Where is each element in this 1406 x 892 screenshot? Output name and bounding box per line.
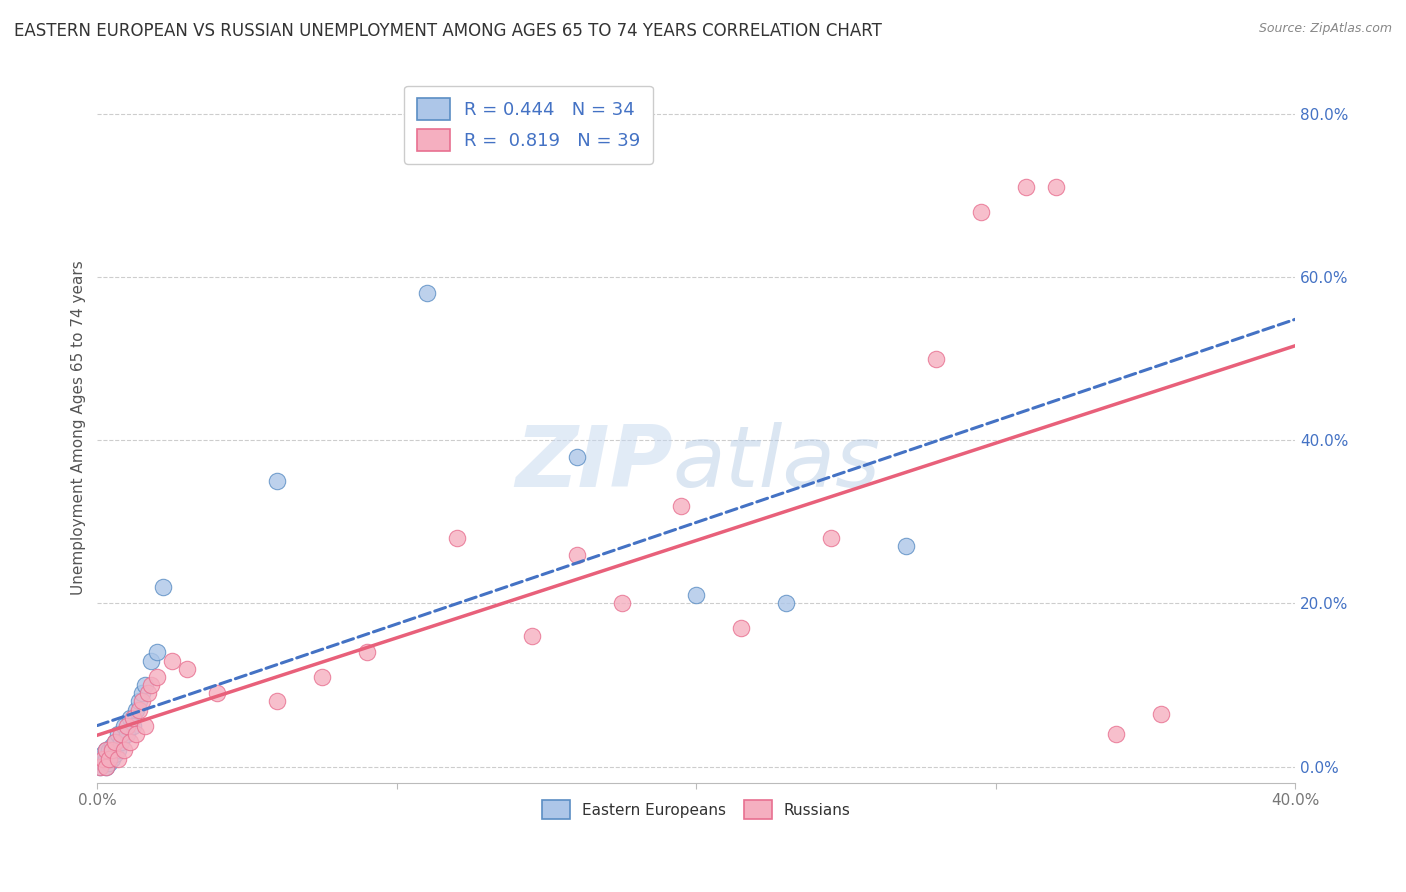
Point (730, 621, 752, 635)
Legend: Eastern Europeans, Russians: Eastern Europeans, Russians (536, 794, 856, 825)
Point (122, 719, 145, 733)
Point (610, 597, 633, 611)
Point (1150, 706, 1173, 721)
Point (120, 711, 142, 725)
Point (152, 580, 174, 594)
Point (685, 588, 707, 602)
Point (98, 756, 121, 770)
Point (136, 686, 159, 700)
Point (446, 531, 468, 545)
Point (146, 670, 169, 684)
Point (96, 760, 118, 774)
Point (89, 751, 111, 765)
Point (266, 474, 288, 488)
Point (93, 756, 115, 770)
Point (110, 735, 132, 749)
Point (93, 747, 115, 762)
Point (120, 735, 142, 749)
Point (565, 450, 588, 464)
Point (104, 735, 127, 749)
Point (89, 760, 111, 774)
Point (266, 694, 288, 708)
Point (128, 694, 150, 708)
Point (160, 654, 183, 668)
Point (1015, 180, 1038, 194)
Point (98, 751, 121, 765)
Point (1045, 180, 1067, 194)
Point (141, 654, 163, 668)
Point (128, 702, 150, 716)
Y-axis label: Unemployment Among Ages 65 to 74 years: Unemployment Among Ages 65 to 74 years (72, 260, 86, 595)
Point (107, 751, 129, 765)
Point (970, 204, 993, 219)
Point (110, 727, 132, 741)
Text: EASTERN EUROPEAN VS RUSSIAN UNEMPLOYMENT AMONG AGES 65 TO 74 YEARS CORRELATION C: EASTERN EUROPEAN VS RUSSIAN UNEMPLOYMENT… (14, 22, 882, 40)
Point (176, 662, 198, 676)
Point (1105, 727, 1128, 741)
Point (520, 629, 543, 643)
Point (117, 719, 139, 733)
Point (131, 694, 153, 708)
Point (96, 743, 118, 757)
Point (104, 735, 127, 749)
Point (125, 702, 148, 716)
Point (104, 747, 127, 762)
Point (125, 727, 148, 741)
Point (671, 499, 693, 513)
Text: atlas: atlas (672, 422, 880, 505)
Point (89, 760, 111, 774)
Point (117, 727, 139, 741)
Point (93, 751, 115, 765)
Text: ZIP: ZIP (515, 422, 672, 505)
Point (141, 678, 163, 692)
Point (101, 743, 124, 757)
Point (107, 743, 129, 757)
Point (146, 645, 169, 659)
Point (101, 739, 124, 754)
Point (131, 686, 153, 700)
Point (565, 548, 588, 562)
Point (356, 645, 378, 659)
Point (925, 351, 948, 366)
Point (101, 751, 124, 765)
Point (311, 670, 333, 684)
Point (96, 743, 118, 757)
Point (894, 540, 917, 554)
Point (205, 686, 228, 700)
Point (96, 760, 118, 774)
Point (112, 743, 135, 757)
Point (820, 531, 842, 545)
Point (112, 719, 135, 733)
Point (416, 286, 439, 301)
Point (122, 711, 145, 725)
Point (775, 597, 797, 611)
Point (107, 727, 129, 741)
Point (134, 719, 156, 733)
Point (98, 743, 121, 757)
Point (98, 751, 121, 765)
Point (96, 751, 118, 765)
Point (134, 678, 156, 692)
Text: Source: ZipAtlas.com: Source: ZipAtlas.com (1258, 22, 1392, 36)
